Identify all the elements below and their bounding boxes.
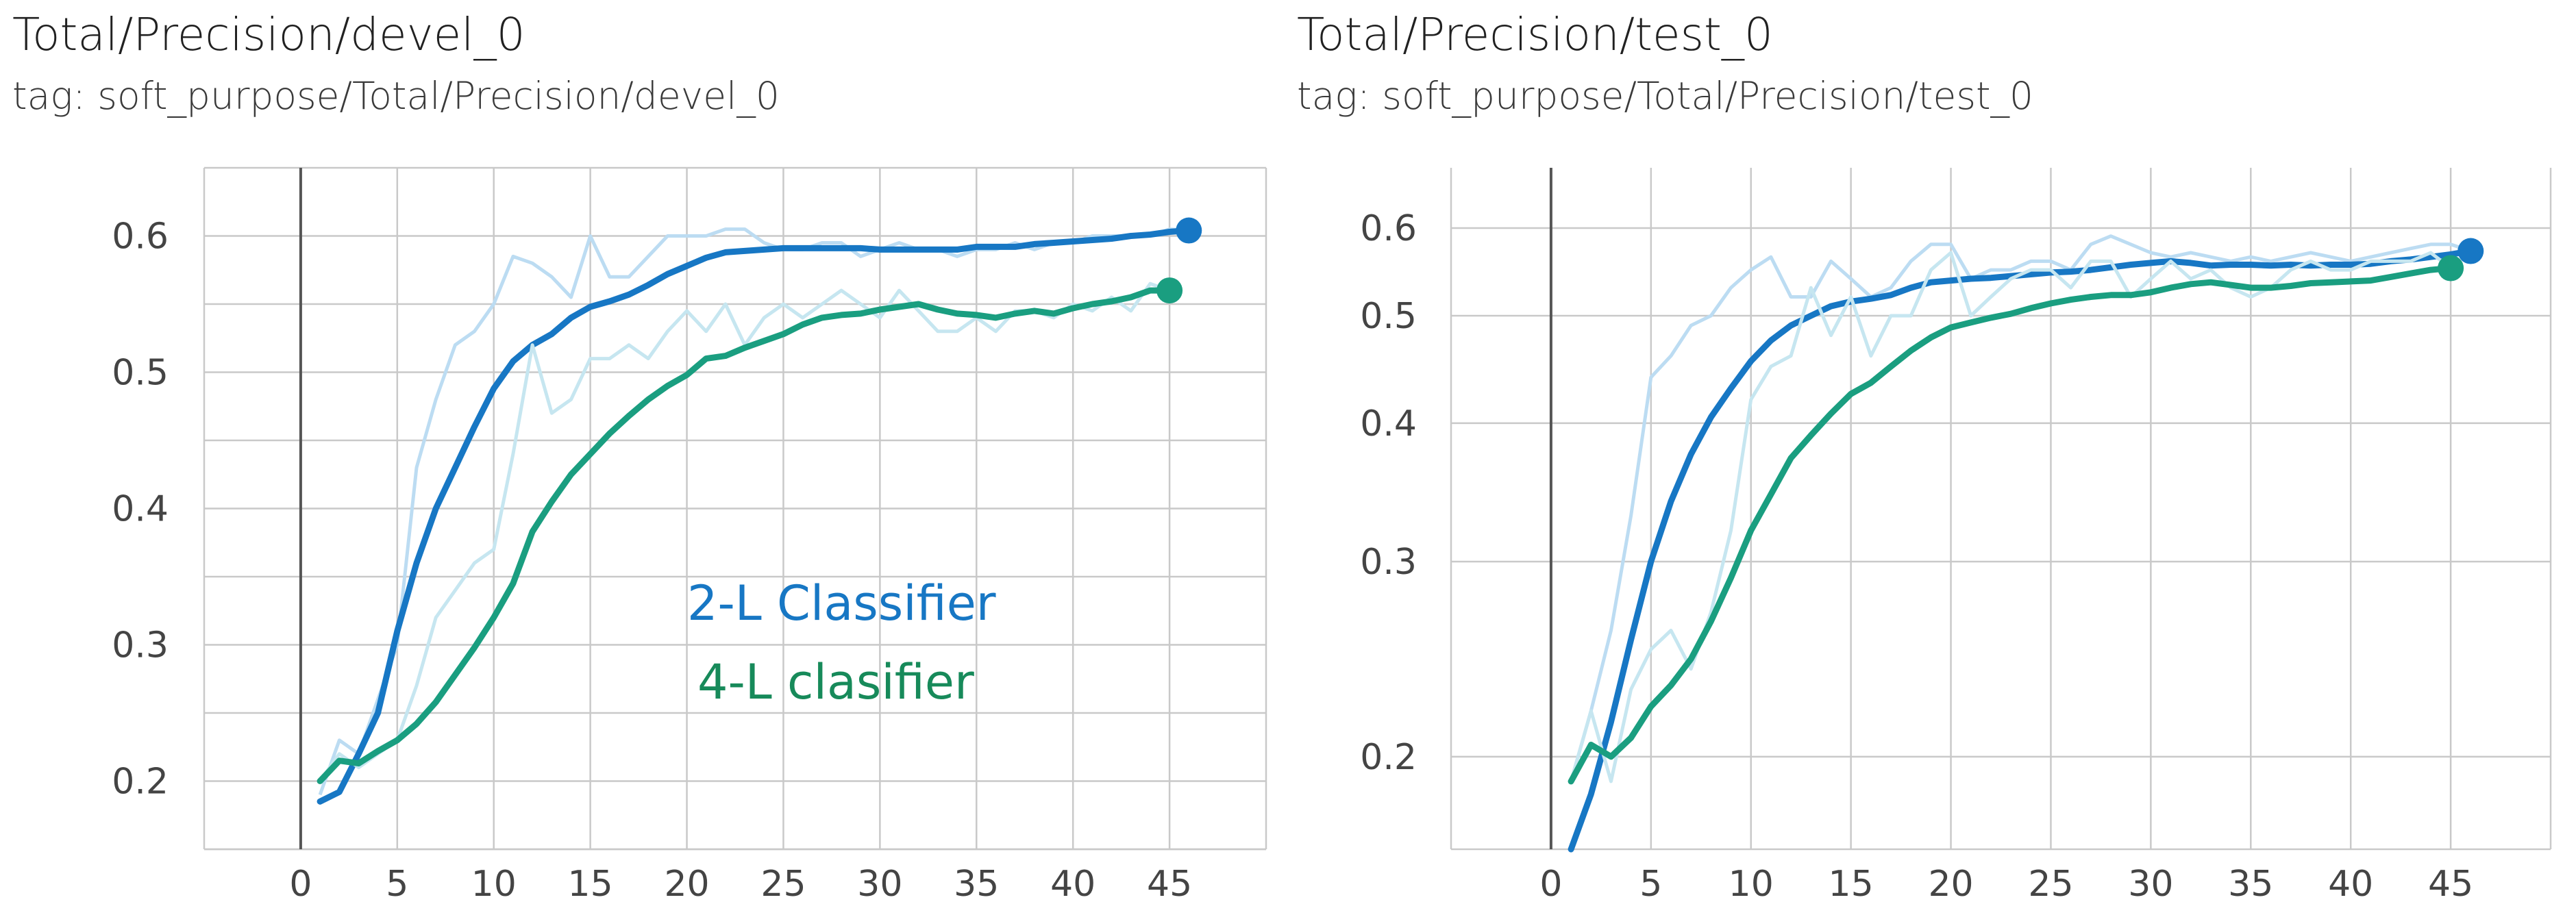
x-tick-label: 35 [2228,864,2273,905]
raw-series-line [1569,251,2452,784]
x-tick-label: 25 [760,864,806,905]
x-tick-label: 25 [2028,864,2073,905]
y-tick-label: 0.6 [112,216,169,258]
chart-panel-devel: Total/Precision/devel_0 tag: soft_purpos… [12,0,1287,915]
annotation-4l-classifier: 4-L clasifier [697,654,974,710]
raw-series-line [1569,234,2472,782]
x-tick-label: 45 [1147,864,1192,905]
series-green [1568,251,2464,785]
x-tick-label: 10 [471,864,517,905]
x-tick-label: 10 [1729,864,1774,905]
x-tick-label: 45 [2428,864,2473,905]
smoothed-series-line [1568,248,2474,853]
smoothed-series-line [317,287,1173,784]
series-end-point[interactable] [2457,238,2484,264]
y-tick-label: 0.2 [112,762,169,803]
y-tick-label: 0.3 [112,625,169,666]
x-tick-label: 35 [954,864,999,905]
chart-subtitle: tag: soft_purpose/Total/Precision/devel_… [12,74,780,118]
x-tick-label: 5 [386,864,408,905]
x-tick-label: 40 [1050,864,1095,905]
chart-title: Total/Precision/test_0 [1297,8,1773,61]
series-blue [317,217,1202,805]
series-end-point[interactable] [1176,217,1202,244]
y-tick-label: 0.5 [1360,296,1417,337]
y-tick-label: 0.2 [1360,737,1417,778]
line-chart-test: 0 5 10 15 20 25 30 35 40 45 0.2 0.3 0.4 0.5 0.6 [1360,168,2552,905]
smoothed-series-line [317,227,1192,805]
x-tick-label: 5 [1639,864,1662,905]
y-tick-label: 0.6 [1360,208,1417,249]
series-end-point[interactable] [2438,255,2464,281]
y-tick-label: 0.4 [1360,403,1417,444]
x-tick-label: 20 [1928,864,1973,905]
series-end-point[interactable] [1156,277,1183,304]
series-green [317,277,1183,784]
y-tick-label: 0.4 [112,489,169,530]
x-tick-label: 15 [568,864,613,905]
x-tick-label: 30 [2128,864,2173,905]
x-tick-label: 20 [664,864,709,905]
x-tick-label: 30 [857,864,902,905]
line-chart-devel: 0 5 10 15 20 25 30 35 40 45 0.2 0.3 0.4 0.5 0.6 2-L Cla… [112,166,1267,905]
y-tick-label: 0.5 [112,353,169,394]
smoothed-series-line [1568,265,2454,785]
x-tick-label: 15 [1829,864,1874,905]
x-tick-label: 0 [1539,864,1562,905]
chart-panel-test: Total/Precision/test_0 tag: soft_purpose… [1297,0,2571,915]
chart-title: Total/Precision/devel_0 [12,8,525,61]
x-tick-label: 40 [2328,864,2373,905]
annotation-2l-classifier: 2-L Classifier [687,575,996,631]
grid [203,166,1267,851]
chart-subtitle: tag: soft_purpose/Total/Precision/test_0 [1297,74,2034,118]
y-tick-label: 0.3 [1360,542,1417,583]
x-tick-label: 0 [289,864,312,905]
